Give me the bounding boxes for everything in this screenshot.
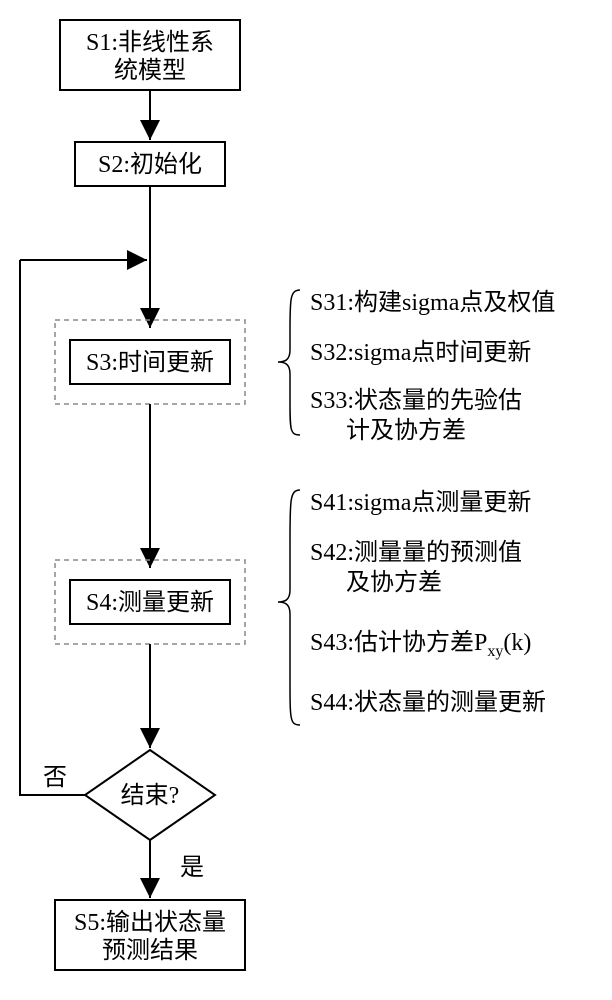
note-s42b: 及协方差 [310,569,442,596]
note-s41: S41:sigma点测量更新 [310,489,531,516]
node-s2-label: S2:初始化 [98,151,202,178]
node-s1-line1: S1:非线性系 [86,29,214,56]
node-s1-line2: 统模型 [114,57,186,84]
brace-s4 [278,490,300,725]
note-s33a: S33:状态量的先验估 [310,387,522,414]
node-decision-label: 结束? [121,782,180,809]
node-s3-label: S3:时间更新 [86,349,214,376]
note-s32: S32:sigma点时间更新 [310,339,531,366]
flowchart-canvas: S1:非线性系 统模型 S2:初始化 S3:时间更新 S4:测量更新 结束? 否… [0,0,612,1000]
note-s44: S44:状态量的测量更新 [310,689,546,716]
edge-yes-label: 是 [180,855,204,881]
note-s42a: S42:测量量的预测值 [310,539,522,566]
brace-s3 [278,290,300,435]
note-s43-tail: (k) [503,630,531,656]
note-s43-sub: xy [487,643,503,660]
note-s31: S31:构建sigma点及权值 [310,289,555,316]
edge-no-label: 否 [43,765,67,791]
note-s33b: 计及协方差 [310,417,466,444]
node-s5-line2: 预测结果 [102,937,198,964]
node-s4-label: S4:测量更新 [86,589,214,616]
note-s43: S43:估计协方差Pxy(k) [310,629,531,660]
note-s43-main: S43:估计协方差P [310,629,487,656]
node-s5-line1: S5:输出状态量 [74,909,226,936]
